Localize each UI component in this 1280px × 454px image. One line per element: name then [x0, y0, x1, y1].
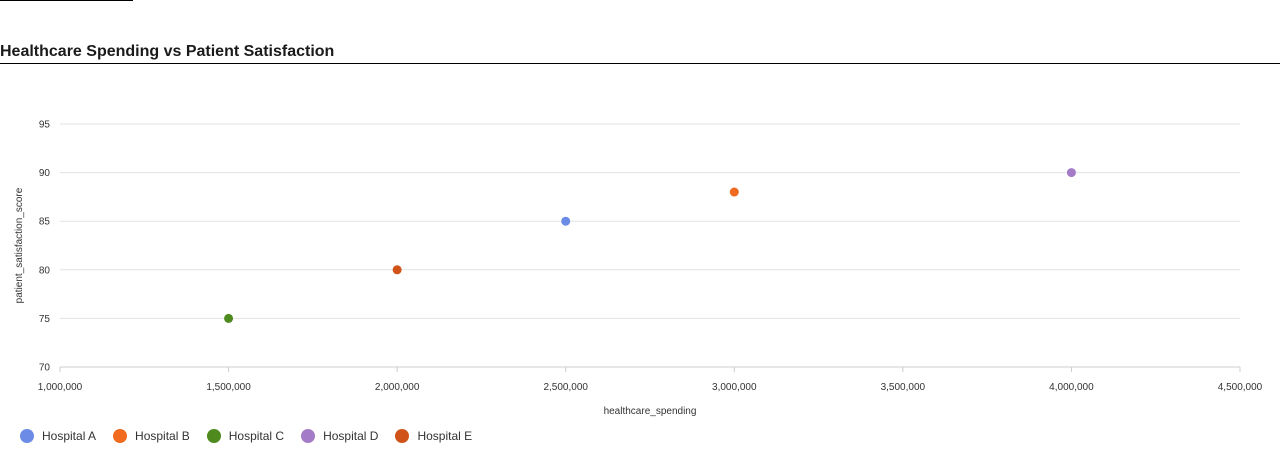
x-tick-label: 4,500,000: [1218, 382, 1263, 393]
y-tick-label: 90: [39, 168, 51, 179]
x-axis-title: healthcare_spending: [604, 406, 697, 417]
legend-swatch: [301, 429, 316, 443]
legend-label: Hospital C: [228, 429, 285, 443]
x-tick-label: 4,000,000: [1049, 382, 1094, 393]
data-point: [392, 265, 402, 275]
x-tick-label: 1,000,000: [38, 382, 83, 393]
legend-item[interactable]: Hospital D: [301, 429, 378, 443]
legend-swatch: [395, 429, 410, 443]
data-point: [729, 187, 739, 197]
x-tick-label: 2,000,000: [375, 382, 420, 393]
legend-swatch: [20, 429, 34, 443]
y-tick-label: 85: [39, 217, 51, 228]
legend-swatch: [206, 429, 221, 443]
chart-legend: Hospital A Hospital B Hospital C Hospital D…: [20, 429, 489, 443]
y-tick-label: 75: [39, 314, 51, 325]
legend-swatch: [113, 429, 128, 443]
x-tick-label: 3,500,000: [881, 382, 926, 393]
legend-label: Hospital E: [417, 429, 473, 443]
legend-item[interactable]: Hospital A: [20, 429, 96, 443]
legend-item[interactable]: Hospital C: [206, 429, 285, 443]
title-divider: [0, 63, 1280, 64]
top-divider: [0, 0, 133, 1]
y-tick-label: 70: [39, 363, 51, 374]
data-point: [1066, 168, 1076, 178]
legend-item[interactable]: Hospital B: [113, 429, 190, 443]
legend-label: Hospital D: [323, 429, 379, 443]
legend-label: Hospital A: [42, 429, 97, 443]
data-point: [224, 313, 234, 323]
legend-item[interactable]: Hospital E: [395, 429, 472, 443]
x-tick-label: 2,500,000: [543, 382, 588, 393]
y-tick-label: 80: [39, 265, 51, 276]
data-point: [561, 216, 571, 226]
y-tick-label: 95: [39, 120, 51, 131]
y-axis-title: patient_satisfaction_score: [14, 187, 25, 303]
chart-title: Healthcare Spending vs Patient Satisfact…: [0, 43, 335, 60]
x-tick-label: 3,000,000: [712, 382, 757, 393]
x-tick-label: 1,500,000: [206, 382, 251, 393]
legend-label: Hospital B: [135, 429, 190, 443]
